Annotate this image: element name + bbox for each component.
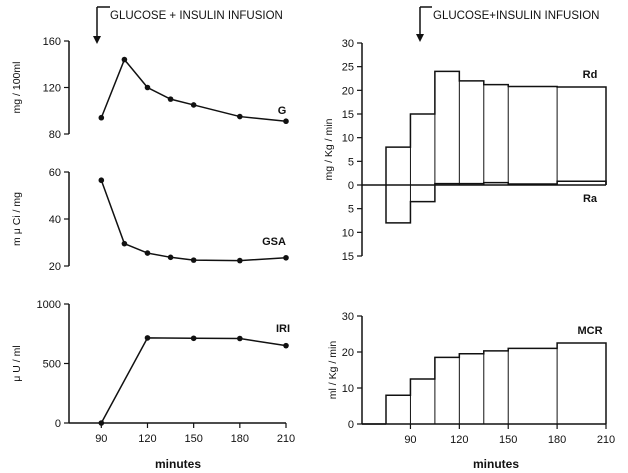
ra-series-label: Ra xyxy=(583,193,598,205)
mcr-x-tick-label: 180 xyxy=(548,434,566,446)
left-infusion-label: GLUCOSE + INSULIN INFUSION xyxy=(110,10,283,22)
gsa-y-tick-label: 60 xyxy=(49,167,61,179)
rdra-y-tick-label: 10 xyxy=(342,133,354,145)
iri-series-label: IRI xyxy=(276,323,290,335)
rdra-y-tick-label: 25 xyxy=(342,62,354,74)
iri-data-point xyxy=(144,335,151,341)
left-x-axis-label: minutes xyxy=(155,457,201,471)
rdra-y-tick-label: 30 xyxy=(342,38,354,50)
iri-y-axis-label: μ U / ml xyxy=(11,345,23,381)
glucose-plot: 80 120 160 mg / 100ml G xyxy=(11,36,289,141)
iri-series-line xyxy=(100,337,287,424)
iri-x-tick-label: 150 xyxy=(184,433,202,445)
g-series-label: G xyxy=(278,105,287,117)
gsa-series-line xyxy=(100,179,287,262)
iri-plot: 0 500 1000 μ U / ml 90 120 150 180 210 IRI xyxy=(11,299,295,445)
g-data-point xyxy=(121,56,128,63)
mcr-series-label: MCR xyxy=(577,325,602,337)
rdra-y-tick-label: 15 xyxy=(342,109,354,121)
gsa-data-point xyxy=(121,240,128,247)
rdra-y-tick-label: 20 xyxy=(342,85,354,97)
mcr-x-tick-label: 210 xyxy=(597,434,615,446)
iri-data-point xyxy=(190,335,197,342)
iri-x-tick-label: 90 xyxy=(95,433,107,445)
rdra-y-tick-label: 15 xyxy=(342,251,354,263)
rdra-y-tick-label: 0 xyxy=(348,180,354,192)
g-data-point xyxy=(144,84,151,91)
iri-y-tick-label: 500 xyxy=(43,359,61,371)
g-y-tick-label: 160 xyxy=(43,36,61,48)
left-arrow-head xyxy=(93,36,101,44)
gsa-data-point xyxy=(237,257,243,264)
rdra-y-tick-label: 5 xyxy=(348,204,354,216)
gsa-plot: 20 40 60 m μ Ci / mg GSA xyxy=(11,167,289,273)
mcr-y-tick-label: 0 xyxy=(348,419,354,431)
g-y-tick-label: 120 xyxy=(43,83,61,95)
gsa-data-point xyxy=(283,254,289,261)
rdra-ra-step-line xyxy=(385,180,607,224)
gsa-data-point xyxy=(144,250,151,256)
g-data-point xyxy=(283,118,289,125)
gsa-y-axis-label: m μ Ci / mg xyxy=(11,192,23,246)
iri-x-tick-label: 120 xyxy=(138,433,156,445)
iri-x-tick-label: 180 xyxy=(231,433,249,445)
gsa-data-point xyxy=(167,254,174,261)
g-y-axis-label: mg / 100ml xyxy=(11,62,23,114)
mcr-step-line xyxy=(385,342,607,424)
rdra-y-axis-label: mg / Kg / min xyxy=(323,118,335,180)
gsa-y-tick-label: 40 xyxy=(49,214,61,226)
g-data-point xyxy=(237,113,243,120)
gsa-y-tick-label: 20 xyxy=(49,261,61,273)
gsa-data-point xyxy=(190,257,197,263)
mcr-y-axis-label: ml / Kg / min xyxy=(327,341,339,400)
rdra-y-tick-label: 5 xyxy=(348,156,354,168)
left-panel: GLUCOSE + INSULIN INFUSION 80 120 160 mg / … xyxy=(11,6,295,471)
right-x-axis-label: minutes xyxy=(473,457,519,471)
mcr-y-tick-label: 30 xyxy=(342,311,354,323)
right-panel: GLUCOSE+INSULIN INFUSION 30 25 20 15 10 5 0 5 10… xyxy=(323,6,615,471)
iri-data-point xyxy=(283,342,289,349)
g-y-tick-label: 80 xyxy=(49,129,61,141)
mcr-y-tick-label: 20 xyxy=(342,347,354,359)
rd-series-label: Rd xyxy=(583,69,598,81)
rdra-rd-step-line xyxy=(385,70,607,185)
rdra-y-tick-label: 10 xyxy=(342,227,354,239)
mcr-x-tick-label: 120 xyxy=(450,434,468,446)
iri-data-point xyxy=(237,335,243,342)
mcr-x-tick-label: 90 xyxy=(404,434,416,446)
gsa-series-label: GSA xyxy=(262,236,286,248)
g-data-point xyxy=(98,114,105,121)
rd-ra-plot: 30 25 20 15 10 5 0 5 10 15 mg / Kg / min Rd Ra xyxy=(323,38,607,263)
iri-y-tick-label: 0 xyxy=(55,418,61,430)
g-data-point xyxy=(167,96,174,102)
gsa-data-point xyxy=(98,177,105,184)
g-series-line xyxy=(100,58,287,122)
g-data-point xyxy=(190,102,197,108)
iri-data-point xyxy=(98,420,105,426)
right-arrow-head xyxy=(416,34,424,42)
iri-y-tick-label: 1000 xyxy=(37,299,61,311)
right-infusion-label: GLUCOSE+INSULIN INFUSION xyxy=(433,10,599,22)
mcr-x-tick-label: 150 xyxy=(499,434,517,446)
iri-x-tick-label: 210 xyxy=(277,433,295,445)
mcr-plot: 0 10 20 30 ml / Kg / min 90 120 150 180 210 MCR xyxy=(327,311,615,446)
mcr-y-tick-label: 10 xyxy=(342,383,354,395)
